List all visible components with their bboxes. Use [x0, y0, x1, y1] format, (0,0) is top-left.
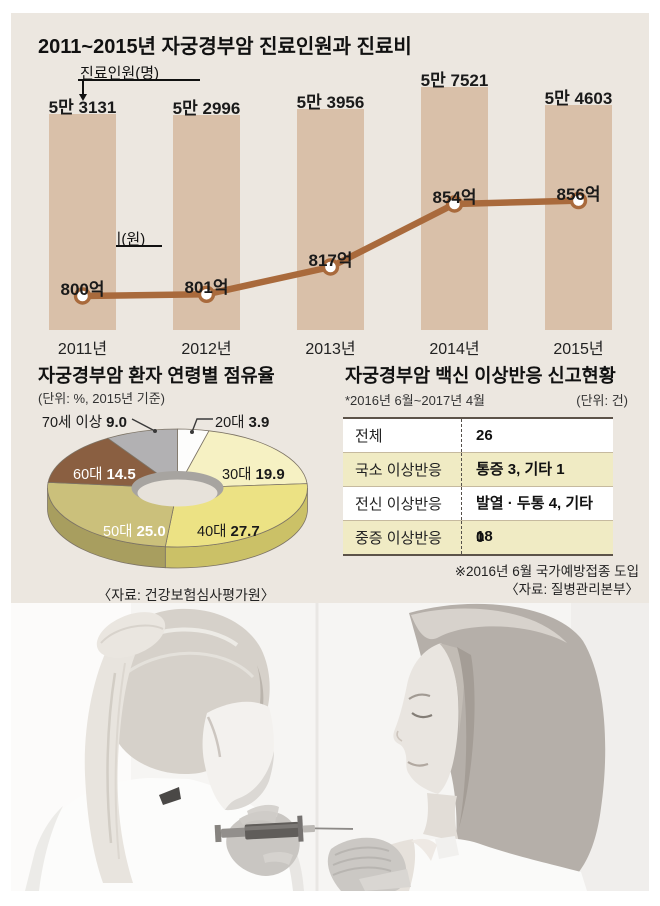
- bar-value-label: 5만 2996: [172, 99, 241, 118]
- donut-label-20s: 20대 3.9: [215, 414, 270, 431]
- bar-value-label: 5만 3131: [48, 98, 117, 117]
- bar-value-label: 5만 3956: [296, 93, 365, 112]
- bar-series-label: 진료인원(명): [80, 65, 159, 82]
- donut-label-50s: 50대 25.0: [103, 523, 166, 540]
- table-row: 전체 26: [343, 419, 613, 453]
- table-notes: ※2016년 6월 국가예방접종 도입 〈자료: 질병관리본부〉: [347, 563, 639, 599]
- bar-2015: [545, 105, 612, 330]
- bar-column-2011: 5만 3131 2011년: [20, 13, 145, 358]
- line-value-label: 801억: [184, 278, 229, 298]
- syringe-and-gloves: [214, 804, 411, 891]
- bar-column-2013: 5만 3956 2013년: [268, 13, 393, 358]
- row-value: 발열 · 두통 4, 기타 18: [461, 487, 613, 545]
- face-mask: [202, 701, 274, 811]
- table-row: 중증 이상반응 0: [343, 521, 613, 554]
- row-value: 통증 3, 기타 1: [461, 453, 613, 486]
- table-row: 국소 이상반응 통증 3, 기타 1: [343, 453, 613, 487]
- syringe-icon: [214, 815, 354, 843]
- donut-pointer-lines: [131, 418, 213, 434]
- donut-label-70plus: 70세 이상 9.0: [41, 414, 127, 431]
- vaccine-reaction-table: 전체 26 국소 이상반응 통증 3, 기타 1 전신 이상반응 발열 · 두통…: [343, 417, 613, 556]
- line-value-label: 856억: [556, 184, 601, 204]
- bar-series-arrow-icon: [79, 94, 87, 101]
- row-label: 전체: [355, 428, 383, 445]
- row-label: 국소 이상반응: [355, 462, 442, 479]
- bar-2014: [421, 87, 488, 330]
- row-value: 26: [461, 419, 613, 452]
- note-line: 〈자료: 질병관리본부〉: [505, 582, 639, 597]
- bar-2013: [297, 109, 364, 330]
- axis-label-2011: 2011년: [57, 341, 108, 358]
- bar-value-label: 5만 4603: [544, 89, 613, 108]
- table-row: 전신 이상반응 발열 · 두통 4, 기타 18: [343, 487, 613, 545]
- bar-series-pointer-stem: [82, 79, 84, 94]
- row-label: 전신 이상반응: [355, 496, 442, 513]
- girl-figure: [343, 603, 606, 891]
- table-section-title: 자궁경부암 백신 이상반응 신고현황: [345, 365, 616, 386]
- row-label: 중증 이상반응: [355, 530, 442, 547]
- main-title: 2011~2015년 자궁경부암 진료인원과 진료비: [38, 36, 412, 58]
- age-share-donut-chart: [47, 418, 308, 569]
- axis-label-2015: 2015년: [553, 341, 604, 358]
- bar-value-label: 5만 7521: [420, 71, 489, 90]
- axis-label-2012: 2012년: [181, 341, 232, 358]
- donut-label-30s: 30대 19.9: [222, 466, 285, 483]
- line-value-label: 854억: [432, 188, 477, 207]
- axis-label-2013: 2013년: [305, 341, 356, 358]
- axis-label-2014: 2014년: [429, 341, 480, 358]
- bar-column-2012: 5만 2996 2012년: [144, 13, 269, 358]
- table-unit-label: (단위: 건): [576, 393, 628, 408]
- infographic-panel: 2011~2015년 자궁경부암 진료인원과 진료비 진료인원(명) 진료비(원…: [11, 13, 649, 603]
- donut-section-subtitle: (단위: %, 2015년 기준): [38, 391, 165, 406]
- row-value: 0: [461, 521, 613, 554]
- bar-series-pointer-line: [78, 63, 200, 81]
- donut-label-60s: 60대 14.5: [73, 466, 136, 483]
- line-value-label: 800억: [60, 280, 105, 299]
- note-line: ※2016년 6월 국가예방접종 도입: [454, 564, 639, 579]
- table-period-note: *2016년 6월~2017년 4월: [345, 393, 486, 408]
- line-value-label: 817억: [308, 251, 353, 270]
- donut-section-title: 자궁경부암 환자 연령별 점유율: [38, 365, 275, 386]
- vaccination-photo: [11, 603, 649, 891]
- donut-source: 〈자료: 건강보험심사평가원〉: [97, 587, 275, 603]
- donut-label-40s: 40대 27.7: [197, 523, 260, 540]
- nurse-figure: [25, 608, 304, 891]
